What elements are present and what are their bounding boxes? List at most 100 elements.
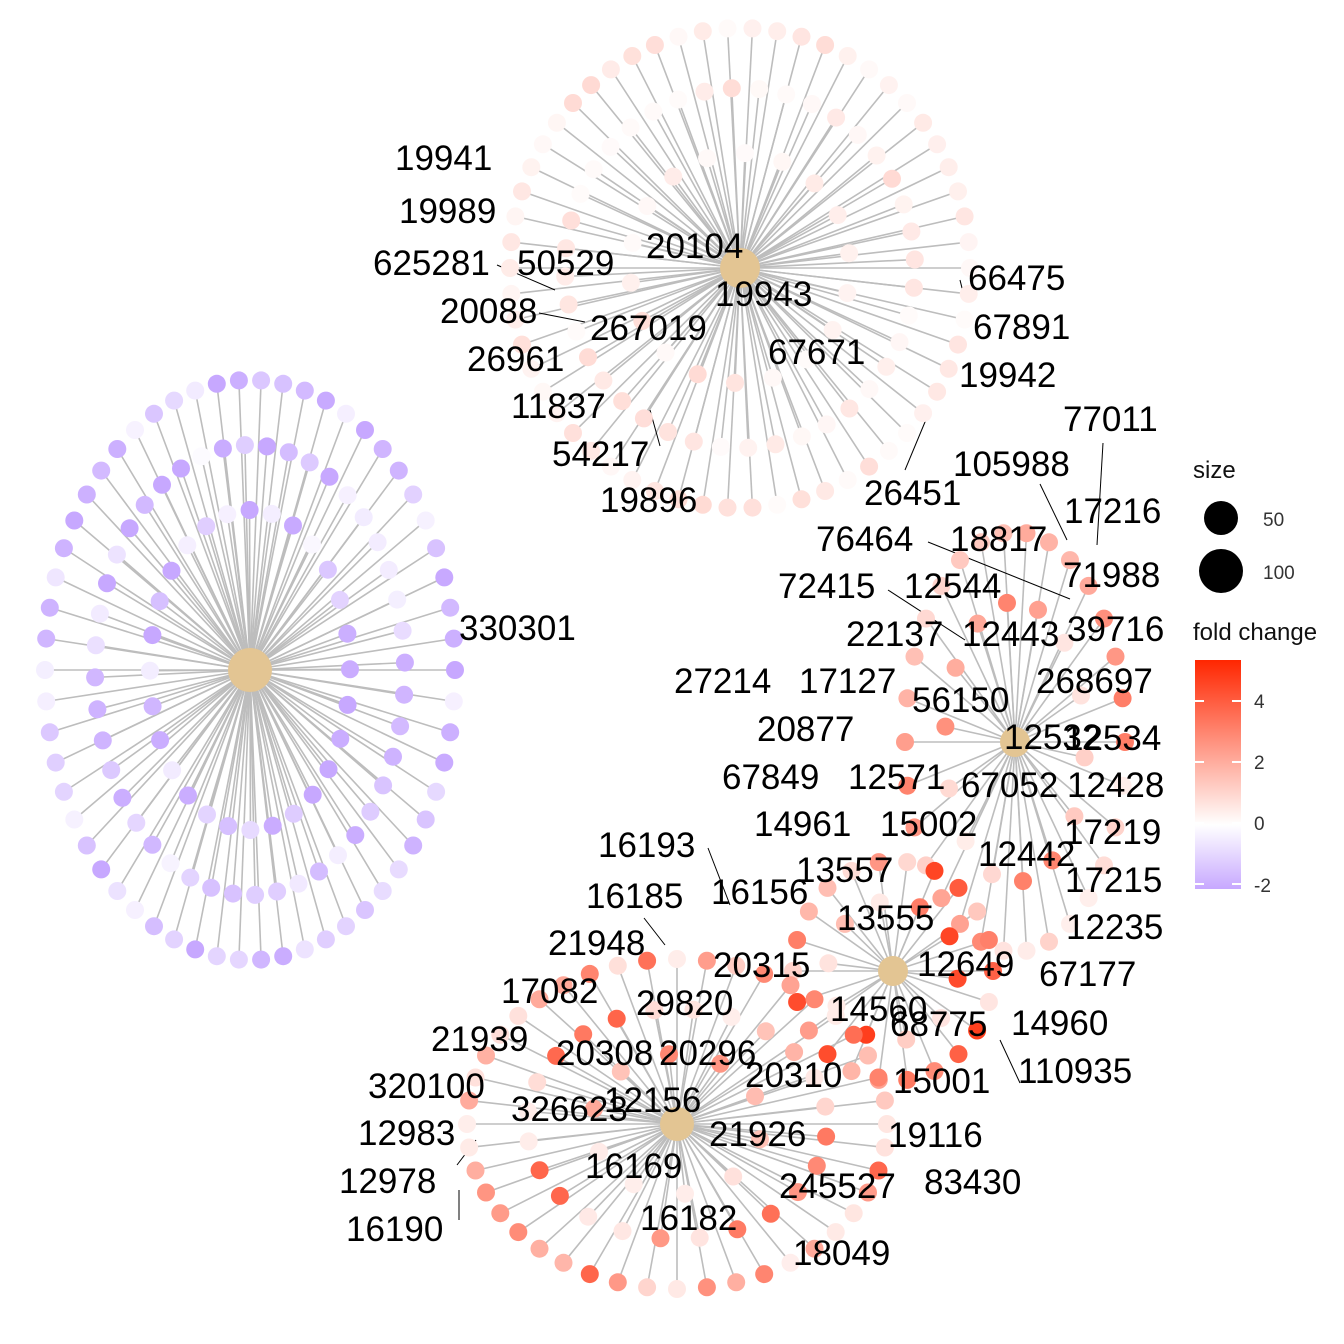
gene-node — [838, 284, 857, 303]
gene-node — [727, 956, 746, 975]
node-label: 12443 — [962, 615, 1059, 654]
gene-node — [502, 284, 521, 303]
gene-node — [936, 717, 955, 736]
edge — [249, 525, 294, 671]
edge — [739, 267, 803, 437]
gene-node — [624, 1175, 643, 1194]
gene-node — [65, 810, 84, 829]
gene-node — [897, 1030, 916, 1049]
gene-node — [300, 453, 319, 472]
edge — [925, 741, 1016, 866]
gene-node — [1029, 600, 1047, 619]
edge — [249, 669, 372, 813]
edge — [676, 1123, 885, 1149]
node-label: 105988 — [953, 445, 1070, 484]
edge — [173, 400, 251, 671]
gene-node — [594, 371, 613, 390]
gene-node — [522, 359, 541, 378]
edge — [701, 267, 741, 505]
gene-node — [828, 206, 847, 225]
gene-node — [768, 495, 787, 514]
gene-node — [198, 805, 216, 824]
gene-node — [914, 113, 933, 132]
gene-node — [303, 535, 321, 554]
gene-node — [788, 1183, 807, 1202]
edge — [249, 669, 314, 796]
gene-node — [559, 295, 578, 314]
edge — [116, 669, 251, 892]
gene-node — [574, 1025, 593, 1044]
gene-node — [554, 1253, 573, 1272]
edge — [739, 267, 849, 481]
node-label: 245527 — [779, 1167, 896, 1206]
node-label: 76464 — [816, 520, 913, 559]
edge — [959, 741, 1016, 925]
gene-node — [46, 753, 65, 772]
gene-node — [651, 1229, 670, 1248]
gene-node — [805, 990, 824, 1009]
gene-node — [860, 60, 879, 79]
gene-node — [547, 1046, 566, 1065]
edge — [46, 669, 251, 703]
gene-node — [870, 893, 889, 912]
node-label: 15001 — [893, 1062, 990, 1101]
edge — [677, 99, 741, 269]
gene-node — [726, 373, 744, 392]
edge — [116, 448, 251, 671]
gene-node — [65, 511, 84, 530]
edge — [153, 413, 251, 671]
gene-node — [697, 951, 716, 970]
gene-node — [435, 568, 454, 587]
gene-node — [441, 598, 460, 617]
gene-node — [905, 647, 924, 666]
edge — [542, 267, 741, 393]
edge — [730, 88, 741, 269]
node-label: 26961 — [467, 340, 564, 379]
node-label: 12428 — [1067, 766, 1164, 805]
gene-node — [163, 761, 182, 780]
gene-node — [466, 1161, 485, 1180]
edge — [249, 669, 384, 786]
edge — [739, 117, 837, 269]
gene-node — [1043, 851, 1062, 870]
gene-node — [805, 1068, 824, 1087]
edge — [249, 413, 347, 671]
gene-node — [252, 950, 271, 969]
edge — [826, 970, 894, 1055]
edge — [1014, 559, 1071, 743]
node-label: 21948 — [548, 924, 645, 963]
edge — [892, 970, 978, 1032]
gene-node — [1106, 818, 1125, 837]
gene-node — [711, 437, 730, 456]
gene-node — [113, 788, 132, 807]
node-label: 268697 — [1036, 662, 1153, 701]
node-label: 17215 — [1065, 861, 1162, 900]
gene-node — [585, 1099, 603, 1118]
gene-node — [956, 832, 975, 851]
node-label: 68775 — [890, 1005, 987, 1044]
gene-node — [295, 381, 314, 400]
gene-node — [928, 382, 947, 401]
node-label: 67177 — [1039, 955, 1136, 994]
gene-node — [1014, 872, 1032, 891]
gene-node — [150, 592, 169, 611]
edge — [63, 669, 251, 793]
gene-node — [580, 964, 599, 983]
gene-node — [1072, 686, 1090, 705]
edge — [538, 1123, 678, 1250]
edge — [572, 267, 741, 434]
gene-node — [983, 865, 1001, 884]
gene-node — [54, 539, 73, 558]
node-label: 19896 — [600, 481, 697, 520]
gene-node — [1055, 633, 1074, 652]
gene-node — [161, 854, 180, 873]
gene-node — [898, 1070, 917, 1089]
gene-node — [145, 917, 163, 936]
gene-node — [869, 1068, 888, 1087]
gene-node — [54, 782, 73, 801]
edge — [249, 493, 414, 671]
gene-node — [826, 1006, 845, 1025]
gene-node — [466, 1068, 485, 1087]
edge — [589, 1123, 678, 1275]
gene-node — [645, 482, 664, 500]
